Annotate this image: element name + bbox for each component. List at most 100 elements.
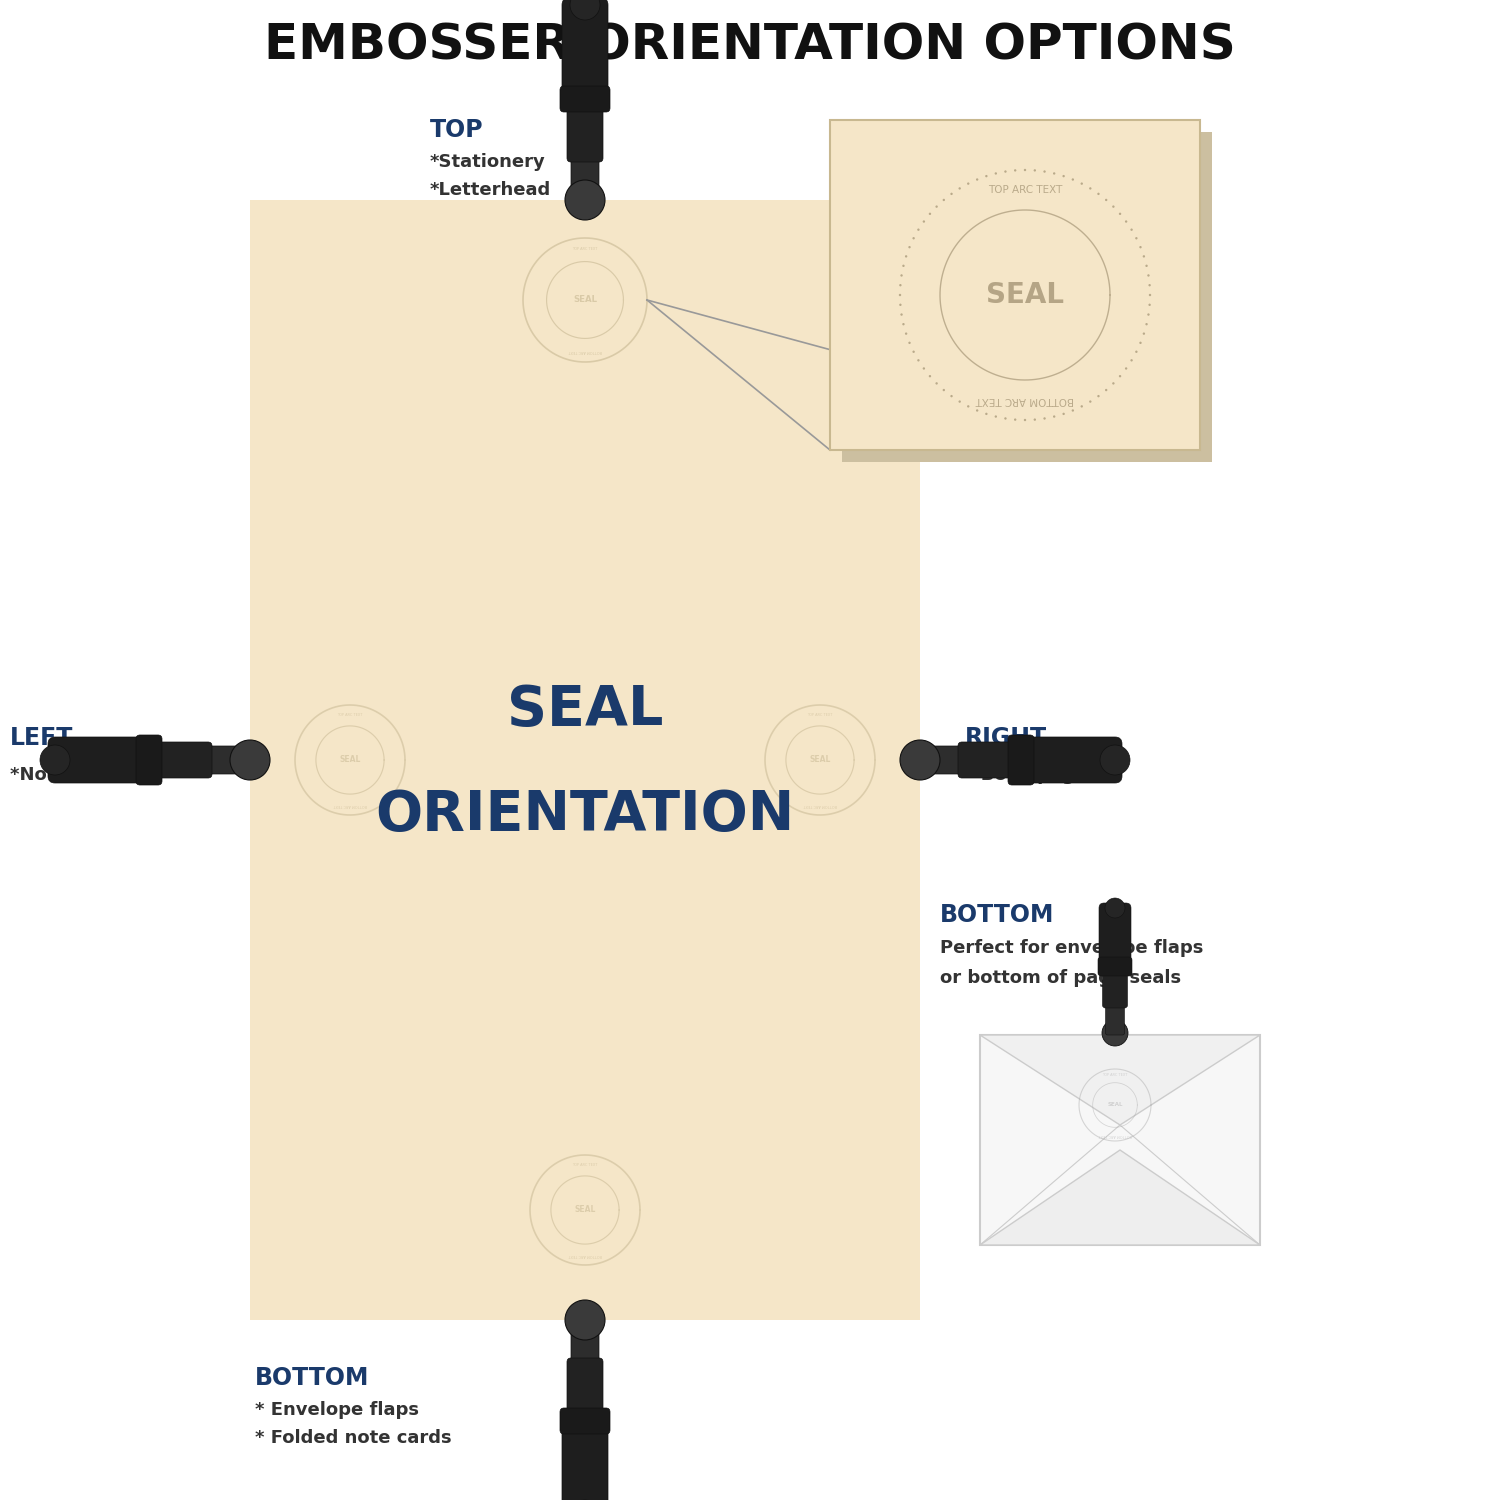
Circle shape	[903, 264, 904, 267]
FancyBboxPatch shape	[1100, 903, 1131, 964]
Text: BOTTOM ARC TEXT: BOTTOM ARC TEXT	[333, 802, 366, 807]
Circle shape	[1062, 413, 1065, 416]
Circle shape	[1125, 368, 1128, 369]
FancyBboxPatch shape	[154, 742, 212, 778]
Circle shape	[570, 0, 600, 20]
Text: TOP ARC TEXT: TOP ARC TEXT	[1102, 1074, 1128, 1077]
Text: SEAL: SEAL	[573, 296, 597, 304]
Circle shape	[40, 746, 70, 776]
Text: BOTTOM ARC TEXT: BOTTOM ARC TEXT	[1098, 1132, 1131, 1137]
FancyBboxPatch shape	[572, 1317, 598, 1365]
FancyBboxPatch shape	[251, 200, 919, 1320]
Circle shape	[986, 176, 987, 177]
Text: LEFT: LEFT	[10, 726, 74, 750]
Text: BOTTOM: BOTTOM	[255, 1366, 369, 1390]
Text: EMBOSSER ORIENTATION OPTIONS: EMBOSSER ORIENTATION OPTIONS	[264, 21, 1236, 69]
Circle shape	[1098, 394, 1100, 398]
Text: * Book page: * Book page	[964, 766, 1088, 784]
Circle shape	[951, 192, 952, 195]
Circle shape	[1106, 898, 1125, 918]
Circle shape	[898, 294, 902, 296]
Circle shape	[1106, 388, 1107, 392]
Circle shape	[928, 213, 932, 214]
Circle shape	[1148, 314, 1149, 316]
FancyBboxPatch shape	[1106, 1004, 1125, 1035]
Circle shape	[976, 178, 978, 180]
Circle shape	[1024, 170, 1026, 171]
Text: TOP: TOP	[430, 118, 483, 142]
Text: *Not Common: *Not Common	[10, 766, 150, 784]
Text: *Stationery: *Stationery	[430, 153, 546, 171]
Circle shape	[1098, 192, 1100, 195]
Circle shape	[1149, 303, 1150, 306]
Circle shape	[936, 382, 938, 384]
Circle shape	[1143, 333, 1144, 334]
Circle shape	[1062, 176, 1065, 177]
Circle shape	[951, 394, 952, 398]
Circle shape	[1014, 170, 1017, 171]
Circle shape	[1131, 228, 1132, 231]
Circle shape	[1146, 264, 1148, 267]
Text: SEAL: SEAL	[810, 756, 831, 765]
Circle shape	[942, 388, 945, 392]
Circle shape	[916, 358, 920, 362]
FancyBboxPatch shape	[567, 104, 603, 162]
FancyBboxPatch shape	[958, 742, 1016, 778]
Circle shape	[986, 413, 987, 416]
Circle shape	[1034, 170, 1036, 171]
FancyBboxPatch shape	[562, 1424, 608, 1500]
FancyBboxPatch shape	[567, 1358, 603, 1416]
Circle shape	[909, 342, 910, 344]
Text: BOTTOM ARC TEXT: BOTTOM ARC TEXT	[568, 350, 602, 352]
Text: * Folded note cards: * Folded note cards	[255, 1430, 452, 1448]
Circle shape	[1014, 419, 1017, 422]
Circle shape	[1140, 342, 1142, 344]
Circle shape	[900, 314, 903, 316]
Circle shape	[1119, 375, 1122, 378]
Circle shape	[912, 351, 915, 352]
FancyBboxPatch shape	[1008, 735, 1034, 784]
Text: TOP ARC TEXT: TOP ARC TEXT	[573, 248, 597, 250]
Circle shape	[1148, 274, 1149, 276]
FancyBboxPatch shape	[136, 735, 162, 784]
Polygon shape	[980, 1035, 1260, 1125]
Text: Perfect for envelope flaps: Perfect for envelope flaps	[940, 939, 1203, 957]
Circle shape	[1080, 183, 1083, 184]
Circle shape	[912, 237, 915, 240]
Circle shape	[1106, 198, 1107, 201]
Text: *Letterhead: *Letterhead	[430, 182, 552, 200]
Circle shape	[976, 410, 978, 411]
Circle shape	[1080, 405, 1083, 408]
FancyBboxPatch shape	[1102, 970, 1128, 1008]
Polygon shape	[980, 1150, 1260, 1245]
Circle shape	[909, 246, 910, 249]
Text: SEAL: SEAL	[1107, 1102, 1122, 1107]
Circle shape	[936, 206, 938, 209]
Circle shape	[1136, 237, 1137, 240]
Circle shape	[1112, 206, 1114, 209]
FancyBboxPatch shape	[1023, 736, 1122, 783]
FancyBboxPatch shape	[980, 1035, 1260, 1245]
Circle shape	[1143, 255, 1144, 258]
Circle shape	[1136, 351, 1137, 352]
Text: SEAL: SEAL	[986, 280, 1064, 309]
Circle shape	[900, 274, 903, 276]
Circle shape	[1149, 284, 1150, 286]
FancyBboxPatch shape	[916, 746, 964, 774]
Circle shape	[922, 368, 926, 369]
Text: SEAL: SEAL	[574, 1206, 596, 1215]
Circle shape	[968, 405, 969, 408]
Circle shape	[1089, 400, 1092, 404]
Circle shape	[1146, 322, 1148, 326]
Circle shape	[1071, 410, 1074, 411]
Text: * Envelope flaps: * Envelope flaps	[255, 1401, 419, 1419]
FancyBboxPatch shape	[1098, 957, 1132, 976]
Circle shape	[958, 188, 962, 189]
Text: TOP ARC TEXT: TOP ARC TEXT	[338, 712, 363, 717]
Circle shape	[1089, 188, 1092, 189]
Circle shape	[566, 180, 604, 220]
Circle shape	[942, 198, 945, 201]
FancyBboxPatch shape	[830, 120, 1200, 450]
Circle shape	[1131, 358, 1132, 362]
Text: SEAL: SEAL	[339, 756, 360, 765]
